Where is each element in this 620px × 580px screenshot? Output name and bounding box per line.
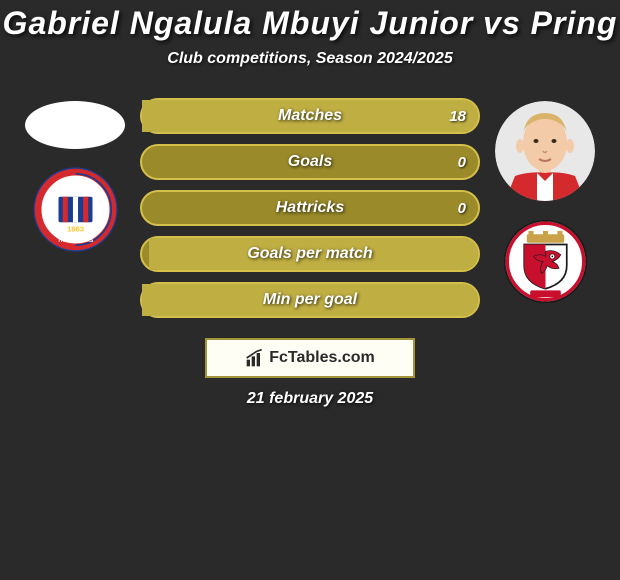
card-subtitle: Club competitions, Season 2024/2025 <box>0 50 620 68</box>
stat-bar: Goals per match <box>140 236 480 272</box>
right-column <box>490 93 600 304</box>
svg-text:THE POTTERS: THE POTTERS <box>57 238 93 244</box>
stat-label: Hattricks <box>276 199 344 217</box>
stats-column: Matches 18 Goals 0 Hattricks 0 Goals per match… <box>140 93 480 318</box>
player-avatar-right <box>495 101 595 201</box>
club-badge-left: STOKE CITY 1863 THE POTTERS <box>33 167 118 252</box>
fctables-logo-text: FcTables.com <box>269 349 375 367</box>
player-portrait-icon <box>495 101 595 201</box>
stat-value-right: 0 <box>458 154 466 171</box>
stat-value-right: 0 <box>458 200 466 217</box>
stat-bar: Min per goal <box>140 282 480 318</box>
stoke-city-badge-icon: STOKE CITY 1863 THE POTTERS <box>33 167 118 252</box>
svg-text:STOKE: STOKE <box>62 177 88 186</box>
stat-bar: Hattricks 0 <box>140 190 480 226</box>
svg-text:CITY: CITY <box>66 186 83 195</box>
card-title: Gabriel Ngalula Mbuyi Junior vs Pring <box>0 5 620 42</box>
comparison-card: Gabriel Ngalula Mbuyi Junior vs Pring Cl… <box>0 0 620 408</box>
bristol-city-badge-icon <box>503 219 588 304</box>
fctables-logo[interactable]: FcTables.com <box>205 338 415 378</box>
stat-label: Min per goal <box>263 291 357 309</box>
date-line: 21 february 2025 <box>0 390 620 408</box>
club-badge-right <box>503 219 588 304</box>
main-row: STOKE CITY 1863 THE POTTERS Matches 18 Goa… <box>0 93 620 318</box>
svg-text:1863: 1863 <box>67 225 84 234</box>
player-avatar-left <box>25 101 125 149</box>
stat-label: Matches <box>278 107 342 125</box>
stat-label: Goals <box>288 153 332 171</box>
stat-bar: Goals 0 <box>140 144 480 180</box>
bar-chart-icon <box>245 348 265 368</box>
stat-bar: Matches 18 <box>140 98 480 134</box>
stat-value-right: 18 <box>449 108 466 125</box>
left-column: STOKE CITY 1863 THE POTTERS <box>20 93 130 252</box>
stat-label: Goals per match <box>247 245 372 263</box>
